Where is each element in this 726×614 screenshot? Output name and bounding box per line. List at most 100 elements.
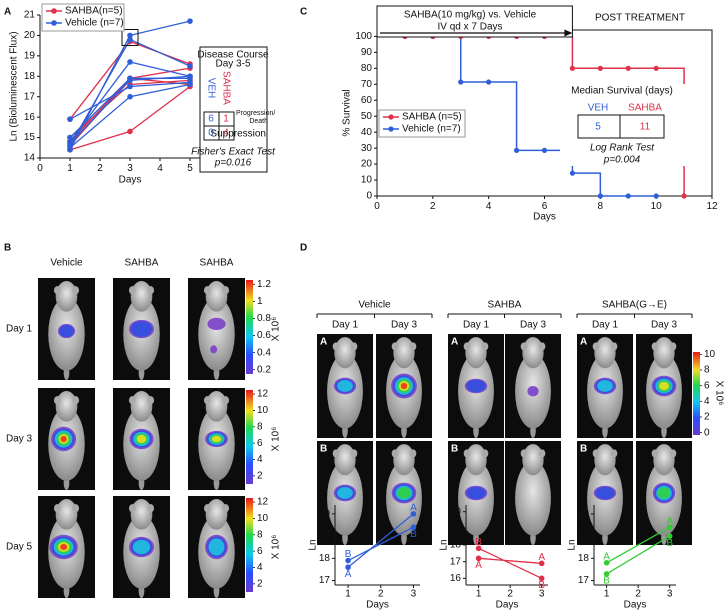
mouse-ear xyxy=(391,449,399,458)
colorbar-tick-label: 2 xyxy=(257,470,263,481)
mouse-head xyxy=(393,444,415,476)
data-point xyxy=(538,560,545,567)
x-tick-label: 2 xyxy=(97,163,103,174)
y-axis-label: Ln xyxy=(308,539,319,550)
colorbar-tick-label: 10 xyxy=(704,349,716,360)
column-label: SAHBA xyxy=(200,258,234,269)
data-point xyxy=(475,555,482,562)
data-line xyxy=(606,526,671,564)
data-point xyxy=(603,559,610,566)
row-label: Day 1 xyxy=(6,324,33,335)
table-box xyxy=(577,114,665,139)
mouse-ear xyxy=(332,342,340,351)
x-tick-label: 3 xyxy=(539,589,545,600)
mouse-head xyxy=(653,444,675,476)
mouse-ear xyxy=(409,449,417,458)
mouse-ear xyxy=(481,342,489,351)
schedule-label: IV qd x 7 Days xyxy=(437,22,502,33)
mouse-ear xyxy=(610,449,618,458)
signal-blob xyxy=(130,321,153,337)
colorbar-tick-label: 1 xyxy=(257,296,263,307)
data-point xyxy=(475,545,482,552)
panel-letter: D xyxy=(300,243,307,254)
data-point xyxy=(410,524,417,531)
signal-blob xyxy=(597,380,613,392)
mouse-ear xyxy=(538,342,546,351)
y-tick-label: 18 xyxy=(578,553,590,564)
data-point xyxy=(345,557,351,564)
data-point xyxy=(538,575,545,582)
column-label: Vehicle xyxy=(50,258,83,269)
data-point xyxy=(127,77,133,84)
y-axis-label: Ln (Bioluminescent Flux) xyxy=(9,31,20,141)
colorbar-tick-label: 12 xyxy=(257,389,269,400)
table-cell: 0 xyxy=(208,128,214,139)
y-tick-label: 80 xyxy=(361,63,373,74)
y-tick-label: 16 xyxy=(450,573,462,584)
colorbar-tick-label: 10 xyxy=(257,405,269,416)
arrow-head xyxy=(564,29,573,37)
mouse-ear xyxy=(72,286,80,295)
data-point xyxy=(345,564,351,571)
y-tick-label: 17 xyxy=(319,575,331,586)
x-tick-label: 0 xyxy=(374,201,380,212)
mouse-image xyxy=(448,334,504,438)
mouse-head xyxy=(205,499,228,530)
mouse-head xyxy=(55,281,78,312)
inset-bg xyxy=(560,84,686,166)
y-axis-label: % Survival xyxy=(342,89,353,136)
mouse-head xyxy=(594,444,616,476)
mouse-image xyxy=(38,388,95,490)
x-axis-label: Days xyxy=(119,175,142,186)
row-label: Progression/ Death xyxy=(236,110,276,125)
y-tick-label: 20 xyxy=(450,506,462,517)
highlight-box xyxy=(121,28,139,46)
signal-blob xyxy=(337,380,353,392)
x-tick-label: 4 xyxy=(486,201,492,212)
p-value: p=0.004 xyxy=(603,155,641,166)
mouse-image xyxy=(188,388,245,490)
row-label: Day 3 xyxy=(6,434,33,445)
colorbar xyxy=(246,280,253,374)
survival-step xyxy=(572,172,602,196)
mouse-head xyxy=(205,391,228,422)
x-tick-label: 2 xyxy=(635,589,641,600)
mouse-head xyxy=(393,337,415,369)
data-line xyxy=(347,513,414,568)
y-tick-label: 15 xyxy=(24,132,36,143)
colorbar-tick-label: 12 xyxy=(257,497,269,508)
row-label: B xyxy=(320,444,327,455)
signal-blob xyxy=(397,487,411,499)
legend-marker xyxy=(51,8,57,14)
colorbar-tick-label: 8 xyxy=(257,529,263,540)
inset-title: Median Survival (days) xyxy=(571,86,673,97)
treatment-box xyxy=(376,5,573,38)
data-point xyxy=(127,83,133,90)
colorbar-tick-label: 6 xyxy=(257,546,263,557)
data-line xyxy=(606,535,671,575)
mouse-ear xyxy=(463,449,471,458)
y-tick-label: 50 xyxy=(361,111,373,122)
colorbar-tick-label: 0.2 xyxy=(257,364,271,375)
mouse-ear xyxy=(538,449,546,458)
colorbar-tick-label: 4 xyxy=(257,454,263,465)
panel-letter: A xyxy=(4,7,11,18)
y-axis-label: Ln xyxy=(439,539,450,550)
signal-blob xyxy=(337,487,353,499)
mouse-image xyxy=(636,334,692,438)
group-title: SAHBA xyxy=(488,300,522,311)
x-tick-label: 3 xyxy=(411,589,417,600)
x-tick-label: 2 xyxy=(507,589,513,600)
day-label: Day 3 xyxy=(391,320,418,331)
data-point xyxy=(666,533,673,539)
mouse-ear xyxy=(128,396,136,405)
point-label: B xyxy=(666,538,673,549)
row-label: B xyxy=(451,444,458,455)
colorbar-label: X 10⁶ xyxy=(271,535,282,560)
x-tick-label: 0 xyxy=(37,163,43,174)
mouse-image xyxy=(113,278,170,380)
mouse-head xyxy=(522,337,544,369)
y-tick-label: 0 xyxy=(366,191,372,202)
